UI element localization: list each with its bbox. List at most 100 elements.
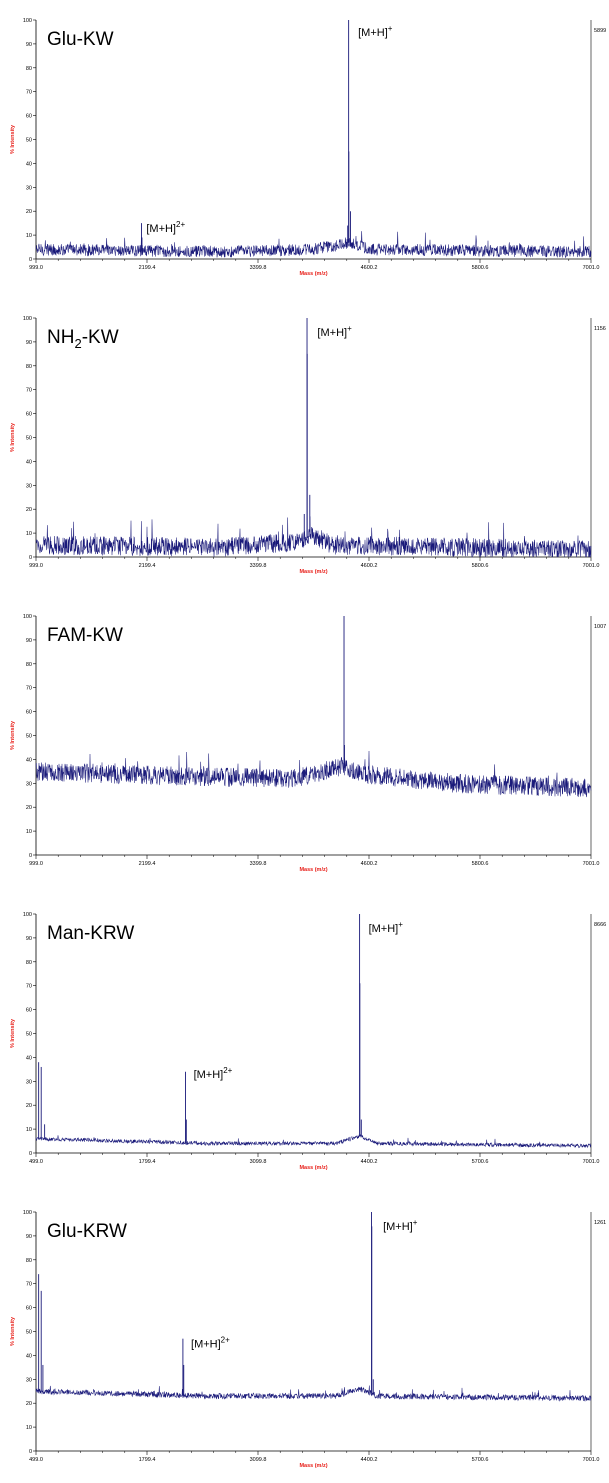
x-axis-title: Mass (m/z)	[299, 569, 327, 575]
y-tick-label: 60	[26, 1008, 32, 1014]
x-tick-label: 5800.6	[472, 563, 489, 569]
y-tick-label: 90	[26, 42, 32, 48]
y-tick-label: 80	[26, 1258, 32, 1264]
peak-annotation-1: [M+H]2+	[194, 1066, 233, 1081]
y-tick-label: 40	[26, 459, 32, 465]
y-axis-title: % Intensity	[10, 720, 16, 750]
x-axis-title: Mass (m/z)	[299, 867, 327, 873]
x-tick-label: 3099.8	[250, 1457, 267, 1463]
max-intensity-label: 1007	[594, 624, 606, 630]
spectrum-chart-3: 0 10 20 30 40 50 60 70 80 90 100 999.0 2199.4 3399.8 4…	[10, 614, 606, 873]
y-tick-label: 80	[26, 66, 32, 72]
x-tick-label: 7001.0	[583, 1457, 600, 1463]
y-tick-label: 50	[26, 1330, 32, 1336]
sample-label: NH2-KW	[47, 327, 119, 351]
x-tick-label: 3399.8	[250, 265, 267, 271]
sample-label: Glu-KRW	[47, 1221, 127, 1242]
y-tick-label: 0	[29, 257, 32, 263]
y-tick-label: 60	[26, 710, 32, 716]
y-tick-label: 70	[26, 1282, 32, 1288]
y-tick-label: 70	[26, 388, 32, 394]
y-tick-label: 100	[23, 614, 32, 620]
peak-annotation-2: [M+H]+	[358, 24, 393, 39]
y-tick-label: 90	[26, 340, 32, 346]
x-tick-label: 7001.0	[583, 1159, 600, 1165]
y-tick-label: 50	[26, 734, 32, 740]
x-axis-title: Mass (m/z)	[299, 271, 327, 277]
y-tick-label: 20	[26, 805, 32, 811]
max-intensity-label: 8666	[594, 922, 606, 928]
spectrum-chart-4: 0 10 20 30 40 50 60 70 80 90 100 499.0 1799.4 3099.8 4…	[10, 912, 606, 1171]
y-tick-label: 100	[23, 1210, 32, 1216]
y-axis-title: % Intensity	[10, 422, 16, 452]
x-tick-label: 2199.4	[139, 563, 156, 569]
y-tick-label: 70	[26, 686, 32, 692]
y-tick-label: 80	[26, 662, 32, 668]
y-tick-label: 20	[26, 507, 32, 513]
peak-annotation-1: [M+H]2+	[146, 220, 185, 235]
y-tick-label: 100	[23, 316, 32, 322]
y-tick-label: 20	[26, 1401, 32, 1407]
peak-annotation-2: [M+H]+	[369, 920, 404, 935]
spectrum-chart-1: 0 10 20 30 40 50 60 70 80 90 100 999.0 2199.4 3399.8 4…	[10, 18, 606, 277]
y-tick-label: 30	[26, 185, 32, 191]
y-tick-label: 70	[26, 90, 32, 96]
x-tick-label: 3099.8	[250, 1159, 267, 1165]
y-tick-label: 30	[26, 1377, 32, 1383]
y-tick-label: 10	[26, 233, 32, 239]
y-tick-label: 70	[26, 984, 32, 990]
peak-annotation-1: [M+H]2+	[191, 1335, 230, 1350]
y-tick-label: 30	[26, 781, 32, 787]
x-tick-label: 5800.6	[472, 861, 489, 867]
x-tick-label: 2199.4	[139, 265, 156, 271]
spectrum-chart-2: 0 10 20 30 40 50 60 70 80 90 100 999.0 2199.4 3399.8 4…	[10, 316, 606, 575]
y-tick-label: 40	[26, 161, 32, 167]
x-tick-label: 4400.2	[361, 1457, 378, 1463]
spectrum-trace	[35, 1134, 592, 1149]
y-tick-label: 40	[26, 1055, 32, 1061]
x-tick-label: 7001.0	[583, 265, 600, 271]
x-tick-label: 7001.0	[583, 563, 600, 569]
y-tick-label: 40	[26, 1353, 32, 1359]
y-tick-label: 40	[26, 757, 32, 763]
x-tick-label: 499.0	[29, 1159, 43, 1165]
y-tick-label: 10	[26, 829, 32, 835]
x-tick-label: 4600.2	[361, 265, 378, 271]
y-tick-label: 0	[29, 555, 32, 561]
y-tick-label: 10	[26, 531, 32, 537]
y-tick-label: 60	[26, 1306, 32, 1312]
y-tick-label: 0	[29, 1449, 32, 1455]
y-tick-label: 20	[26, 1103, 32, 1109]
x-tick-label: 4400.2	[361, 1159, 378, 1165]
x-tick-label: 5700.6	[472, 1159, 489, 1165]
y-tick-label: 60	[26, 114, 32, 120]
x-tick-label: 3399.8	[250, 861, 267, 867]
y-axis-title: % Intensity	[10, 1316, 16, 1346]
y-tick-label: 10	[26, 1127, 32, 1133]
max-intensity-label: 1156	[594, 326, 606, 332]
spectrum-trace	[35, 516, 592, 558]
y-tick-label: 90	[26, 936, 32, 942]
x-tick-label: 999.0	[29, 265, 43, 271]
spectrum-trace	[35, 750, 592, 798]
spectrum-chart-5: 0 10 20 30 40 50 60 70 80 90 100 499.0 1799.4 3099.8 4…	[10, 1210, 606, 1469]
y-tick-label: 60	[26, 412, 32, 418]
y-tick-label: 90	[26, 638, 32, 644]
y-tick-label: 100	[23, 912, 32, 918]
y-tick-label: 30	[26, 483, 32, 489]
x-tick-label: 999.0	[29, 563, 43, 569]
y-tick-label: 10	[26, 1425, 32, 1431]
x-tick-label: 999.0	[29, 861, 43, 867]
y-tick-label: 0	[29, 853, 32, 859]
y-tick-label: 80	[26, 364, 32, 370]
y-tick-label: 20	[26, 209, 32, 215]
x-tick-label: 5800.6	[472, 265, 489, 271]
x-tick-label: 4600.2	[361, 861, 378, 867]
y-tick-label: 100	[23, 18, 32, 24]
y-tick-label: 50	[26, 436, 32, 442]
x-tick-label: 3399.8	[250, 563, 267, 569]
y-tick-label: 0	[29, 1151, 32, 1157]
x-axis-title: Mass (m/z)	[299, 1463, 327, 1469]
y-axis-title: % Intensity	[10, 124, 16, 154]
